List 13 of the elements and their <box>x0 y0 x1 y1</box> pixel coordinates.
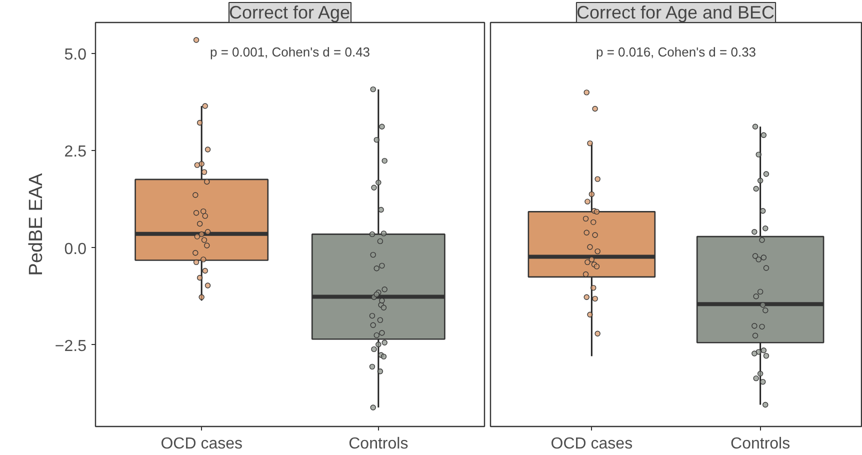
x-tick-label: Controls <box>348 436 408 452</box>
y-tick-label: −2.5 <box>54 338 87 355</box>
y-tick-label: 2.5 <box>64 144 87 161</box>
x-tick-label: OCD cases <box>160 436 242 452</box>
x-tick-label: Controls <box>730 436 790 452</box>
y-tick-label: 0.0 <box>64 240 87 258</box>
chart-title: Correct for Age and BEC <box>576 2 775 22</box>
y-tick-label: 5.0 <box>64 46 87 64</box>
x-tick-label: OCD cases <box>550 436 633 452</box>
chart-title: Correct for Age <box>228 2 350 22</box>
annotation: p = 0.016, Cohen's d = 0.33 <box>596 44 756 60</box>
y-axis-title: PedBE EAA <box>26 172 47 276</box>
annotation: p = 0.001, Cohen's d = 0.43 <box>210 44 370 60</box>
